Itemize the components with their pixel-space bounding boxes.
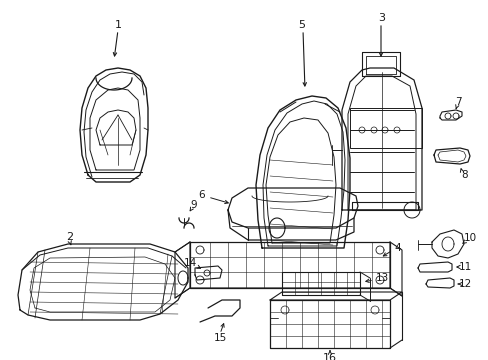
Text: 13: 13 — [375, 273, 388, 283]
Text: 8: 8 — [461, 170, 468, 180]
Text: 6: 6 — [198, 190, 205, 200]
Bar — [349, 108, 421, 148]
Text: 16: 16 — [323, 353, 336, 360]
Text: 5: 5 — [298, 20, 305, 30]
Text: 15: 15 — [213, 333, 226, 343]
Text: 9: 9 — [190, 200, 197, 210]
Text: 1: 1 — [114, 20, 121, 30]
Text: 2: 2 — [66, 232, 73, 242]
Text: 10: 10 — [463, 233, 476, 243]
Text: 12: 12 — [457, 279, 470, 289]
Text: 7: 7 — [454, 97, 460, 107]
Text: 4: 4 — [394, 243, 401, 253]
Text: 11: 11 — [457, 262, 470, 272]
Text: 14: 14 — [183, 258, 196, 268]
Text: 3: 3 — [378, 13, 385, 23]
